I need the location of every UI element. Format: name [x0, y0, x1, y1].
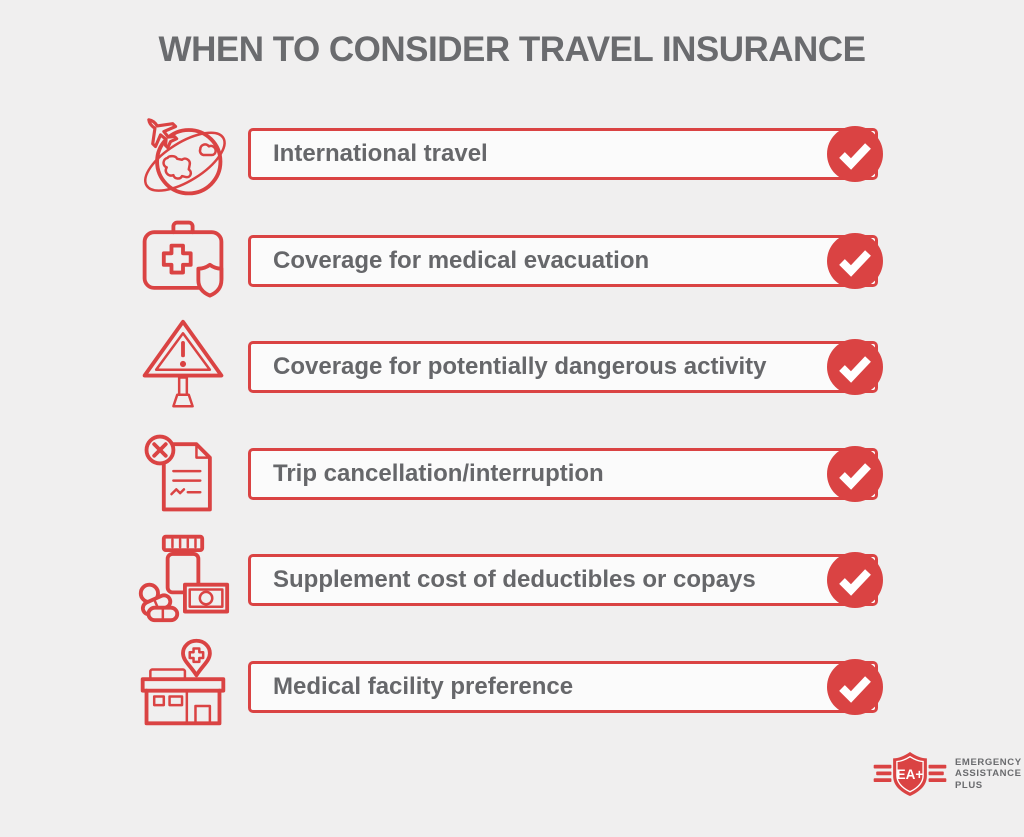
checkmark-icon — [827, 552, 883, 608]
item-box: Trip cancellation/interruption — [248, 446, 883, 502]
ea-plus-shield-icon: EA+ — [872, 748, 948, 800]
shield-text: EA+ — [897, 767, 924, 782]
brand-name-line: PLUS — [955, 779, 983, 791]
brand-name-line: ASSISTANCE — [955, 768, 1022, 780]
medical-facility-pin-icon — [135, 635, 231, 731]
cancelled-document-icon — [135, 425, 231, 521]
item-box: Coverage for medical evacuation — [248, 233, 883, 289]
item-label: Coverage for medical evacuation — [273, 247, 650, 274]
checkmark-icon — [827, 126, 883, 182]
item-label: Supplement cost of deductibles or copays — [273, 566, 756, 593]
item-label: International travel — [273, 140, 488, 167]
checkmark-icon — [827, 339, 883, 395]
globe-airplane-icon — [135, 106, 231, 202]
item-box: Supplement cost of deductibles or copays — [248, 552, 883, 608]
warning-sign-icon — [135, 316, 231, 412]
page-title: WHEN TO CONSIDER TRAVEL INSURANCE — [158, 30, 866, 69]
checkmark-icon — [827, 233, 883, 289]
item-box: International travel — [248, 126, 883, 182]
medical-kit-shield-icon — [135, 213, 231, 309]
pills-money-icon — [135, 529, 231, 625]
item-label: Medical facility preference — [273, 673, 574, 700]
brand-name-line: EMERGENCY — [955, 757, 1022, 769]
item-label: Trip cancellation/interruption — [273, 460, 604, 487]
item-box: Coverage for potentially dangerous activ… — [248, 339, 883, 395]
brand-name: EMERGENCY ASSISTANCE PLUS — [955, 757, 1022, 791]
item-label: Coverage for potentially dangerous activ… — [273, 353, 767, 380]
checkmark-icon — [827, 659, 883, 715]
checkmark-icon — [827, 446, 883, 502]
item-box: Medical facility preference — [248, 659, 883, 715]
brand-logo: EA+ EMERGENCY ASSISTANCE PLUS — [872, 748, 1022, 800]
